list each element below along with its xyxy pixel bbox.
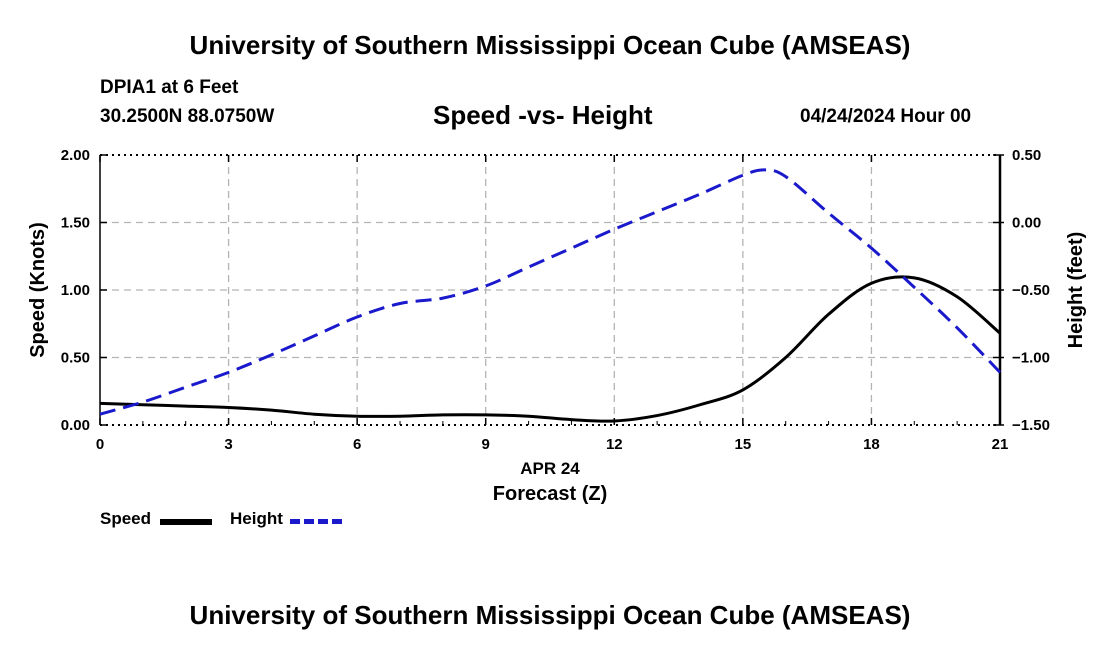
x-tick-label: 21 xyxy=(992,436,1009,453)
y-axis-title: Speed (Knots) xyxy=(27,222,49,358)
y-tick-label: 0.00 xyxy=(61,417,90,434)
speed-series-line xyxy=(99,275,1001,423)
legend-height-swatch xyxy=(290,519,342,524)
legend-speed-swatch xyxy=(160,519,212,525)
height-series-line xyxy=(99,168,1002,416)
y-tick-label: 1.00 xyxy=(61,282,90,299)
x-tick-label: 15 xyxy=(735,436,752,453)
y2-tick-label: 0.00 xyxy=(1012,215,1041,232)
x-tick-label: 0 xyxy=(96,436,104,453)
axis-labels: APR 24 Forecast (Z) Speed (Knots) Height… xyxy=(27,222,1087,505)
x-axis-title: Forecast (Z) xyxy=(493,483,607,505)
grid-lines xyxy=(100,155,1000,425)
axes: 0 3 6 9 12 15 18 21 0.00 0.50 1.00 1.50 2.00 −1.50 −1.… xyxy=(61,147,1050,453)
y2-tick-label: −1.00 xyxy=(1012,350,1050,367)
y-tick-label: 1.50 xyxy=(61,215,90,232)
x-axis-date-label: APR 24 xyxy=(520,459,580,478)
legend-speed-label: Speed xyxy=(100,509,152,528)
page-title: University of Southern Mississippi Ocean… xyxy=(189,30,911,60)
station-label: DPIA1 at 6 Feet xyxy=(100,77,239,98)
y2-tick-label: 0.50 xyxy=(1012,147,1041,164)
y2-axis-title: Height (feet) xyxy=(1065,232,1087,349)
chart-title: Speed -vs- Height xyxy=(433,100,653,130)
x-tick-label: 18 xyxy=(863,436,880,453)
x-tick-label: 9 xyxy=(482,436,490,453)
x-tick-label: 3 xyxy=(224,436,232,453)
series xyxy=(99,168,1002,423)
y2-tick-label: −1.50 xyxy=(1012,417,1050,434)
y2-tick-label: −0.50 xyxy=(1012,282,1050,299)
footer-title: University of Southern Mississippi Ocean… xyxy=(189,600,911,630)
legend-height-label: Height xyxy=(230,509,283,528)
chart: 0 3 6 9 12 15 18 21 0.00 0.50 1.00 1.50 2.00 −1.50 −1.… xyxy=(27,147,1087,505)
forecast-datetime: 04/24/2024 Hour 00 xyxy=(800,106,972,127)
x-tick-label: 6 xyxy=(353,436,361,453)
coordinates-label: 30.2500N 88.0750W xyxy=(100,106,275,127)
y-tick-label: 0.50 xyxy=(61,350,90,367)
x-tick-label: 12 xyxy=(606,436,623,453)
y-tick-label: 2.00 xyxy=(61,147,90,164)
